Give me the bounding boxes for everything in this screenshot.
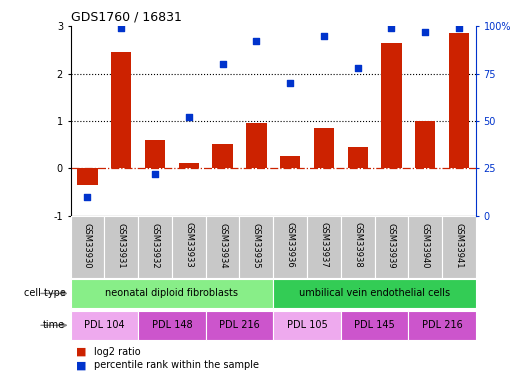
Bar: [111, 52, 131, 168]
Point: [421, 29, 429, 35]
Text: GSM33938: GSM33938: [353, 222, 362, 268]
Bar: [138, 216, 172, 278]
Bar: [77, 168, 98, 185]
Bar: [374, 216, 408, 278]
Bar: [105, 216, 138, 278]
Text: GSM33939: GSM33939: [387, 222, 396, 268]
Text: GSM33936: GSM33936: [286, 222, 294, 268]
Point: [83, 194, 92, 200]
Bar: [212, 144, 233, 168]
Text: GSM33931: GSM33931: [117, 222, 126, 268]
Text: percentile rank within the sample: percentile rank within the sample: [94, 360, 259, 370]
Bar: [341, 311, 408, 340]
Point: [117, 25, 126, 31]
Text: PDL 216: PDL 216: [422, 320, 462, 330]
Bar: [145, 140, 165, 168]
Text: GSM33935: GSM33935: [252, 222, 261, 268]
Bar: [71, 279, 273, 308]
Bar: [408, 216, 442, 278]
Bar: [381, 43, 402, 168]
Bar: [179, 163, 199, 168]
Bar: [341, 216, 374, 278]
Text: PDL 216: PDL 216: [219, 320, 260, 330]
Text: log2 ratio: log2 ratio: [94, 347, 141, 357]
Text: PDL 104: PDL 104: [84, 320, 124, 330]
Bar: [348, 147, 368, 168]
Point: [286, 80, 294, 86]
Bar: [273, 279, 476, 308]
Text: cell type: cell type: [24, 288, 65, 298]
Point: [455, 25, 463, 31]
Text: umbilical vein endothelial cells: umbilical vein endothelial cells: [299, 288, 450, 298]
Text: ■: ■: [76, 360, 86, 370]
Text: GSM33933: GSM33933: [184, 222, 194, 268]
Text: GSM33937: GSM33937: [320, 222, 328, 268]
Text: time: time: [43, 320, 65, 330]
Bar: [314, 128, 334, 168]
Bar: [206, 311, 273, 340]
Bar: [307, 216, 341, 278]
Bar: [240, 216, 273, 278]
Point: [185, 114, 193, 120]
Text: GSM33941: GSM33941: [454, 223, 463, 268]
Bar: [172, 216, 206, 278]
Text: GSM33932: GSM33932: [151, 222, 160, 268]
Text: PDL 145: PDL 145: [354, 320, 395, 330]
Text: neonatal diploid fibroblasts: neonatal diploid fibroblasts: [106, 288, 238, 298]
Bar: [449, 33, 469, 168]
Bar: [71, 311, 138, 340]
Text: GSM33934: GSM33934: [218, 222, 227, 268]
Point: [354, 65, 362, 71]
Bar: [138, 311, 206, 340]
Bar: [273, 216, 307, 278]
Text: PDL 105: PDL 105: [287, 320, 327, 330]
Bar: [246, 123, 267, 168]
Bar: [442, 216, 476, 278]
Text: ■: ■: [76, 347, 86, 357]
Bar: [273, 311, 341, 340]
Text: GSM33930: GSM33930: [83, 222, 92, 268]
Point: [320, 33, 328, 39]
Text: GDS1760 / 16831: GDS1760 / 16831: [71, 11, 181, 24]
Point: [151, 171, 159, 177]
Bar: [408, 311, 476, 340]
Bar: [415, 121, 435, 168]
Point: [388, 25, 396, 31]
Point: [252, 38, 260, 44]
Text: PDL 148: PDL 148: [152, 320, 192, 330]
Text: GSM33940: GSM33940: [421, 223, 430, 268]
Bar: [71, 216, 105, 278]
Bar: [280, 156, 300, 168]
Point: [219, 61, 227, 67]
Bar: [206, 216, 240, 278]
